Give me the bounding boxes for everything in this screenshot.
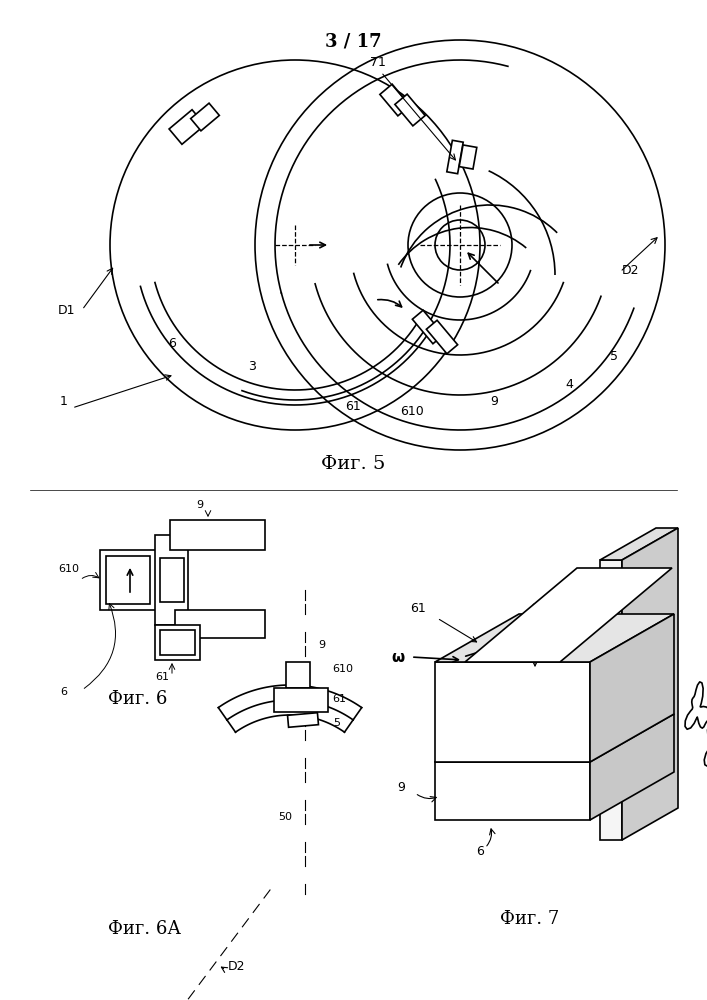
Polygon shape bbox=[426, 320, 457, 354]
Polygon shape bbox=[380, 84, 410, 116]
Polygon shape bbox=[191, 103, 219, 131]
Polygon shape bbox=[169, 110, 205, 144]
Text: 61: 61 bbox=[410, 602, 426, 615]
Text: 9: 9 bbox=[318, 640, 325, 650]
Text: 5: 5 bbox=[333, 718, 340, 728]
Text: 610: 610 bbox=[332, 664, 353, 674]
Text: 610: 610 bbox=[400, 405, 423, 418]
Text: Фиг. 6А: Фиг. 6А bbox=[108, 920, 181, 938]
Text: 71: 71 bbox=[370, 56, 386, 70]
Polygon shape bbox=[590, 614, 674, 762]
Text: Фиг. 6: Фиг. 6 bbox=[108, 690, 168, 708]
Text: 610: 610 bbox=[58, 564, 79, 574]
Polygon shape bbox=[600, 528, 678, 560]
Polygon shape bbox=[435, 714, 674, 762]
Polygon shape bbox=[600, 560, 622, 840]
Text: 3: 3 bbox=[248, 360, 256, 373]
Text: 3 / 17: 3 / 17 bbox=[325, 32, 381, 50]
Text: 5: 5 bbox=[610, 350, 618, 363]
Text: 6: 6 bbox=[476, 845, 484, 858]
Polygon shape bbox=[100, 550, 162, 610]
Polygon shape bbox=[435, 662, 590, 762]
Text: ω: ω bbox=[392, 650, 405, 664]
Polygon shape bbox=[160, 630, 195, 655]
Polygon shape bbox=[155, 625, 200, 660]
Polygon shape bbox=[160, 558, 184, 602]
Text: D2: D2 bbox=[228, 960, 245, 973]
Text: 50: 50 bbox=[278, 812, 292, 822]
Text: D1: D1 bbox=[58, 304, 76, 316]
Text: 1: 1 bbox=[60, 395, 68, 408]
Polygon shape bbox=[395, 94, 425, 126]
Text: Фиг. 5: Фиг. 5 bbox=[321, 455, 385, 473]
Text: 61: 61 bbox=[332, 694, 346, 704]
Text: Фиг. 7: Фиг. 7 bbox=[501, 910, 560, 928]
Polygon shape bbox=[435, 614, 674, 662]
Polygon shape bbox=[286, 662, 310, 688]
Polygon shape bbox=[622, 528, 678, 840]
Polygon shape bbox=[447, 140, 463, 174]
Polygon shape bbox=[155, 535, 188, 625]
Text: 6: 6 bbox=[60, 687, 67, 697]
Polygon shape bbox=[175, 610, 265, 638]
Text: 9: 9 bbox=[397, 781, 405, 794]
Polygon shape bbox=[412, 310, 444, 344]
Polygon shape bbox=[465, 568, 672, 662]
Polygon shape bbox=[435, 762, 590, 820]
Text: 61: 61 bbox=[345, 400, 361, 413]
Text: 6: 6 bbox=[168, 337, 176, 350]
Polygon shape bbox=[590, 714, 674, 820]
Text: 9: 9 bbox=[490, 395, 498, 408]
Polygon shape bbox=[274, 688, 328, 712]
Polygon shape bbox=[106, 556, 150, 604]
Text: 61: 61 bbox=[155, 672, 169, 682]
Polygon shape bbox=[170, 520, 265, 550]
Text: 9: 9 bbox=[197, 500, 204, 510]
Polygon shape bbox=[459, 145, 477, 169]
Text: 610: 610 bbox=[530, 602, 554, 615]
Text: 4: 4 bbox=[565, 378, 573, 391]
Polygon shape bbox=[288, 713, 318, 727]
Text: D2: D2 bbox=[622, 263, 640, 276]
